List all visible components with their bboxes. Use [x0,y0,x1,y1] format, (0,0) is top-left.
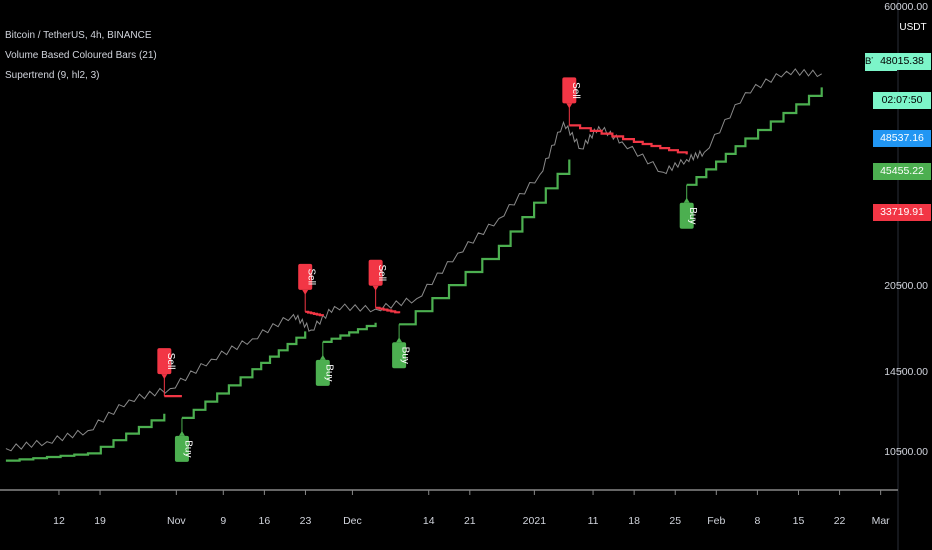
time-axis-label: 16 [259,515,271,527]
time-axis-label: 18 [628,515,640,527]
time-axis-label: Feb [707,515,725,527]
supertrend-segment-up [5,413,166,462]
price-axis-label: 10500.00 [884,446,928,458]
signal-label: Buy [400,347,411,364]
time-axis-label: Mar [872,515,891,527]
supertrend-segment-up [181,331,307,419]
time-axis-label: 15 [793,515,805,527]
signal-label: Sell [165,353,176,370]
signal-label: Sell [306,268,317,285]
chart-legend: Bitcoin / TetherUS, 4h, BINANCE Volume B… [5,26,157,86]
supertrend-segment-down [375,306,401,314]
signal-buy[interactable]: Buy [679,184,699,229]
signal-label: Buy [182,440,193,457]
price-tag-green: 45455.22 [873,163,931,180]
signal-label: Sell [376,264,387,281]
signal-buy[interactable]: Buy [392,324,411,369]
signal-label: Buy [687,207,698,224]
signal-sell[interactable]: Sell [157,348,176,397]
time-axis-label: Nov [167,515,186,527]
signal-sell[interactable]: Sell [298,263,317,312]
time-axis-label: 14 [423,515,435,527]
price-tag-red: 33719.91 [873,204,931,221]
time-axis-label: 11 [588,515,599,527]
time-axis-label: 9 [220,515,226,527]
supertrend-segment-up [399,159,571,326]
time-axis[interactable]: 12 19 Nov 9 16 23 Dec 14 21 2021 11 18 25 Feb 8 15 22 Mar [53,490,890,527]
countdown-tag: 02:07:50 [873,92,931,109]
price-top-label: 60000.00 [884,1,928,13]
signal-buy[interactable]: Buy [315,341,335,386]
price-tag-blue: 48537.16 [873,130,931,147]
time-axis-label: 23 [300,515,312,527]
supertrend-segment-up [686,87,823,186]
indicator-supertrend[interactable]: Supertrend (9, hl2, 3) [5,70,100,81]
time-axis-label: 25 [669,515,681,527]
time-axis-label: Dec [343,515,362,527]
supertrend-line [5,87,823,462]
signal-label: Buy [323,364,334,381]
time-axis-label: 21 [464,515,476,527]
signal-sell[interactable]: Sell [562,77,581,126]
price-axis[interactable]: 20500.00 14500.00 10500.00 [884,280,928,458]
signal-buy[interactable]: Buy [174,417,194,462]
time-axis-label: 2021 [523,515,547,527]
signal-sell[interactable]: Sell [368,259,388,308]
time-axis-label: 8 [754,515,760,527]
signal-label: Sell [570,82,581,99]
time-axis-label: 19 [94,515,106,527]
last-price-tag: 48015.38 [873,53,931,70]
supertrend-segment-down [569,124,688,155]
price-series-line [5,68,822,452]
supertrend-segment-up [322,322,377,343]
symbol-title[interactable]: Bitcoin / TetherUS, 4h, BINANCE [5,30,152,41]
signal-markers: Sell Buy Sell Buy Sell Buy Sell Buy [157,77,699,462]
time-axis-label: 12 [53,515,65,527]
price-line [5,68,822,452]
indicator-volume-bars[interactable]: Volume Based Coloured Bars (21) [5,50,157,61]
supertrend-segment-down [305,310,324,317]
price-axis-label: 20500.00 [884,280,928,292]
price-unit: USDT [899,22,927,33]
time-axis-label: 22 [834,515,846,527]
price-axis-label: 14500.00 [884,366,928,378]
